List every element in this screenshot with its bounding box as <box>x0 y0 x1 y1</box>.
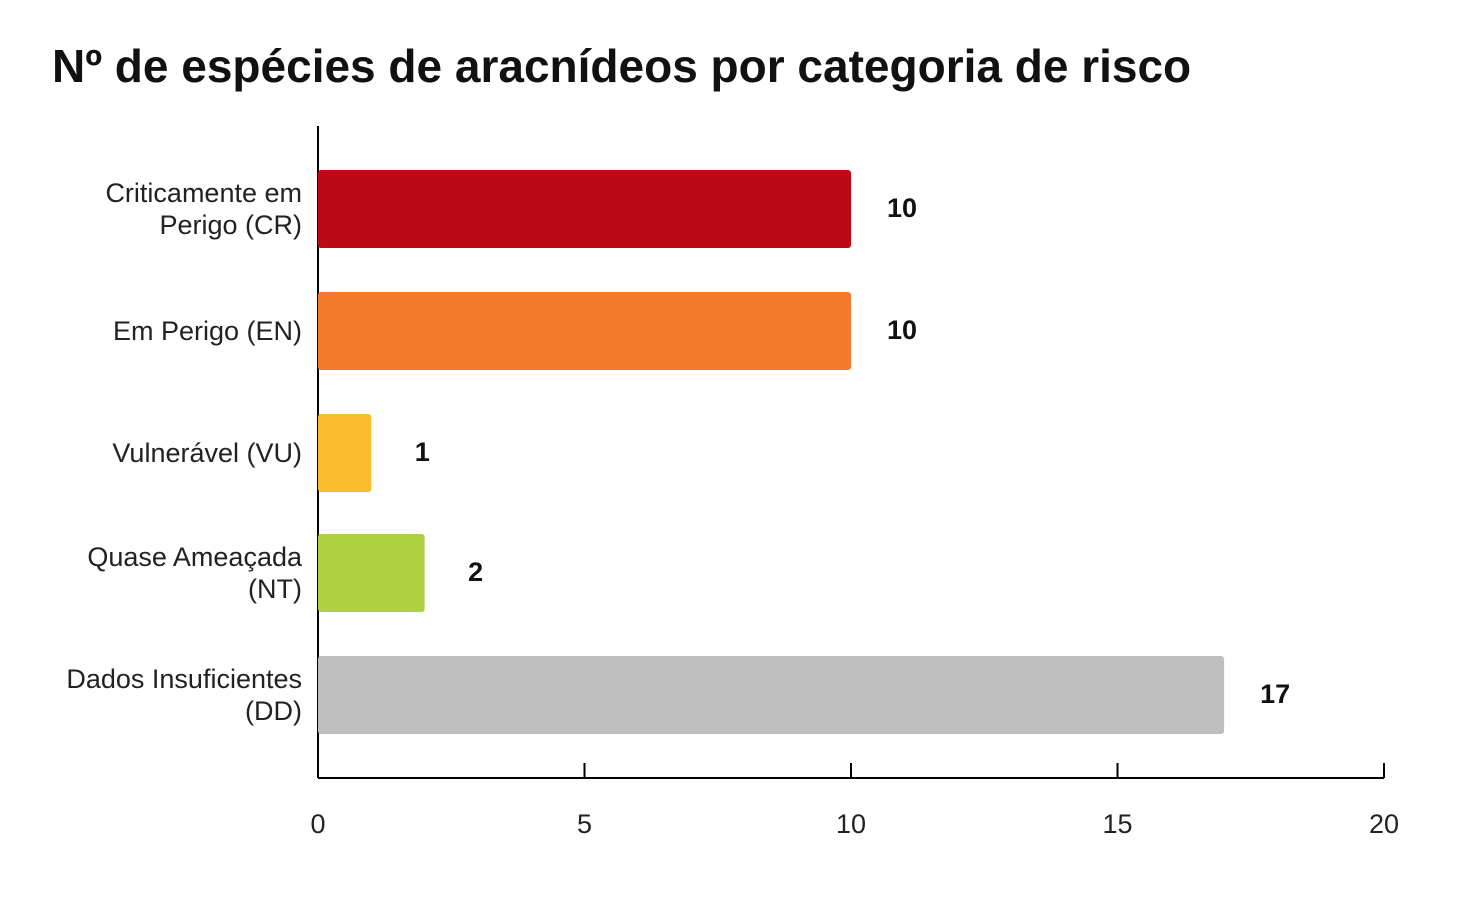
data-label: 2 <box>468 557 483 587</box>
y-tick-label: Vulnerável (VU) <box>112 438 302 468</box>
data-label: 10 <box>887 315 917 345</box>
chart-title: Nº de espécies de aracnídeos por categor… <box>52 40 1191 92</box>
y-tick-label: Em Perigo (EN) <box>112 316 302 346</box>
bar <box>318 170 851 248</box>
x-tick-label: 10 <box>836 809 866 839</box>
x-tick-label: 0 <box>310 809 325 839</box>
bar <box>318 292 851 370</box>
y-tick-label: Quase Ameaçada (NT) <box>87 542 302 604</box>
data-label: 10 <box>887 193 917 223</box>
x-tick-label: 20 <box>1369 809 1399 839</box>
x-tick-label: 15 <box>1102 809 1132 839</box>
y-tick-label: Dados Insuficientes (DD) <box>66 664 302 726</box>
y-tick-label: Criticamente em Perigo (CR) <box>105 178 302 240</box>
bar <box>318 414 372 492</box>
data-label: 17 <box>1260 679 1290 709</box>
x-tick-label: 5 <box>577 809 592 839</box>
bar <box>318 656 1225 734</box>
bar <box>318 534 425 612</box>
data-label: 1 <box>415 437 430 467</box>
